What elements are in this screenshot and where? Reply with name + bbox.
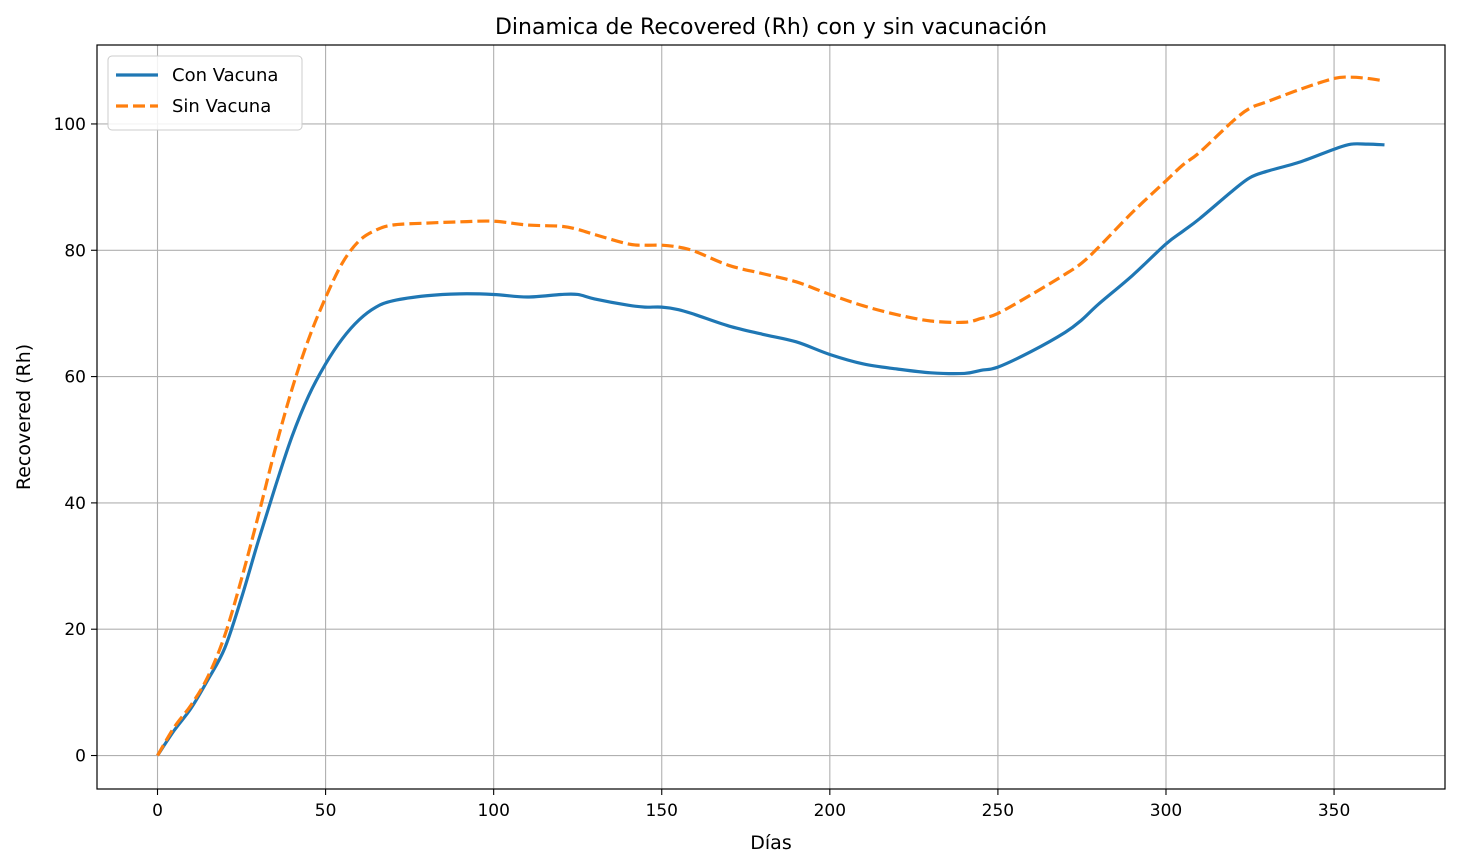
series-line-con-vacuna [156,142,1385,757]
x-tick-label: 350 [1318,801,1350,821]
x-axis-label: Días [750,832,791,854]
y-tick-label: 80 [64,241,86,261]
y-tick-label: 0 [75,747,86,767]
y-tick-label: 60 [64,368,86,388]
grid [97,45,1445,789]
legend: Con Vacuna Sin Vacuna [107,55,303,131]
plot-frame [96,44,1446,790]
x-tick-label: 300 [1150,801,1182,821]
x-tick-label: 250 [982,801,1014,821]
y-tick-label: 100 [54,115,86,135]
series-group [156,75,1385,757]
x-tick-label: 200 [814,801,846,821]
y-axis-label: Recovered (Rh) [13,344,35,490]
y-tick-label: 20 [64,620,86,640]
x-tick-label: 100 [477,801,509,821]
axis-ticks: 0 50 100 150 200 250 300 350 0 20 40 60 80 100 [54,115,1351,821]
legend-label-con-vacuna: Con Vacuna [172,65,278,86]
x-tick-label: 0 [152,801,163,821]
series-line-sin-vacuna [156,75,1385,757]
chart-title: Dinamica de Recovered (Rh) con y sin vac… [495,15,1047,40]
legend-label-sin-vacuna: Sin Vacuna [172,96,271,117]
y-tick-label: 40 [64,494,86,514]
x-tick-label: 50 [315,801,337,821]
x-tick-label: 150 [646,801,678,821]
